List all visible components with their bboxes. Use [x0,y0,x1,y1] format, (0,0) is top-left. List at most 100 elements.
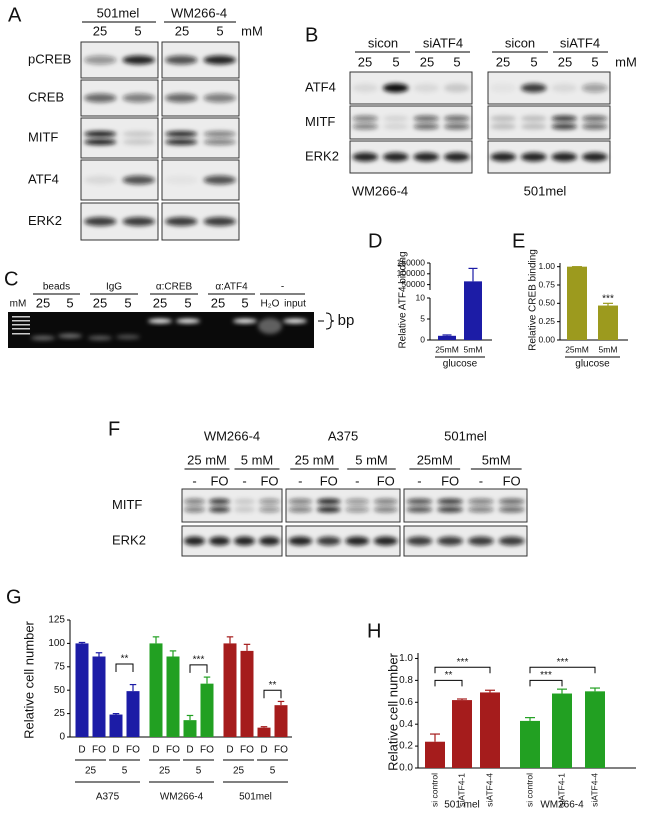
blot-band [581,115,608,122]
gel-band [283,318,307,324]
blot [349,105,473,140]
blot-band [184,498,205,505]
blot-band [259,506,280,513]
bar [257,727,271,737]
panel-label: F [108,418,120,440]
treatment: - [242,473,246,488]
blot-band [209,506,230,513]
treatment: - [298,473,302,488]
blot-band [165,175,198,185]
blot-band [373,506,398,513]
blot-band [122,139,155,145]
x-tick-label: si control [524,773,534,807]
blot [80,117,159,159]
row-label: MITF [305,114,335,129]
concentration: 25mM [417,452,453,467]
blot-band [490,83,517,93]
x-tick-label: 5mM [464,344,483,354]
concentration: 25 [496,54,510,69]
blot-band [413,115,440,122]
blot-band [443,115,470,122]
cell-line: A375 [328,428,358,443]
blot-band [520,123,547,130]
y-tick-label: 0.6 [399,697,413,708]
blot-band [184,536,205,546]
y-tick-label: 0 [59,732,65,743]
x-tick-label: FO [274,745,288,756]
blot-band [437,506,464,513]
blot-band [84,217,117,226]
blot-band [406,536,433,546]
blot-band [203,175,236,185]
bar [166,656,180,737]
blot-band [122,131,155,137]
concentration: 5 mM [241,452,274,467]
y-tick-label: 1.0 [399,653,413,664]
blot-band [316,506,341,513]
significance-bracket [189,664,208,673]
blot-band [443,123,470,130]
blot-band [413,152,440,162]
blot-band [122,93,155,103]
blot-band [122,217,155,226]
blot-band [551,115,578,122]
bar [480,692,500,768]
ladder-band [12,333,30,335]
concentration: 5 [591,54,598,69]
concentration: 5 mM [355,452,388,467]
blot-band [382,123,409,130]
annotation: *** [457,657,469,668]
treatment: - [192,473,196,488]
y-axis-label: Relative cell number [385,652,400,770]
concentration: 5 [134,23,141,38]
lane-label: 25 [211,295,225,310]
condition: siATF4 [560,35,600,50]
panel-label: G [6,586,22,608]
blot-band [467,506,494,513]
x-axis-label: glucose [443,359,478,370]
blot-band [165,139,198,145]
group-label: α:ATF4 [215,282,248,293]
row-label: ERK2 [305,148,339,163]
group-label: WM266-4 [160,792,204,803]
bar [109,714,123,737]
x-axis-label: glucose [575,359,610,370]
blot-band [345,498,370,505]
gel-band [116,334,140,340]
blot [161,117,240,159]
group-label: - [281,282,284,293]
blot-band [581,123,608,130]
group-label: IgG [106,282,122,293]
blot-band [288,536,313,546]
y-tick-label: 0.50 [538,298,555,308]
row-label: MITF [112,497,142,512]
blot-band [406,506,433,513]
y-tick-label: 0.2 [399,741,413,752]
concentration: 25 [85,766,97,777]
panel-label: C [4,268,18,290]
blot-band [122,175,155,185]
blot-band [413,83,440,93]
condition: siATF4 [423,35,463,50]
bar [149,643,163,737]
gel-band [233,318,257,324]
significance-bracket [263,689,282,699]
y-tick-label: 0.4 [399,719,413,730]
annotation: ** [269,680,277,691]
x-tick-label: siATF4-1 [556,773,566,807]
y-tick-label: 50000 [401,279,425,289]
concentration: 5 [530,54,537,69]
blot-band [316,536,341,546]
bar [183,720,197,737]
treatment: - [417,473,421,488]
cell-line: 501mel [444,428,487,443]
concentration: 25 [93,23,107,38]
concentration: 25 mM [295,452,335,467]
lane-label: input [284,299,306,310]
bar [598,305,618,340]
y-axis-label: Relative CREB binding [528,249,539,351]
y-tick-label: 0.8 [399,675,413,686]
concentration: 5 [392,54,399,69]
panel-label: A [8,4,22,26]
row-label: ERK2 [112,532,146,547]
